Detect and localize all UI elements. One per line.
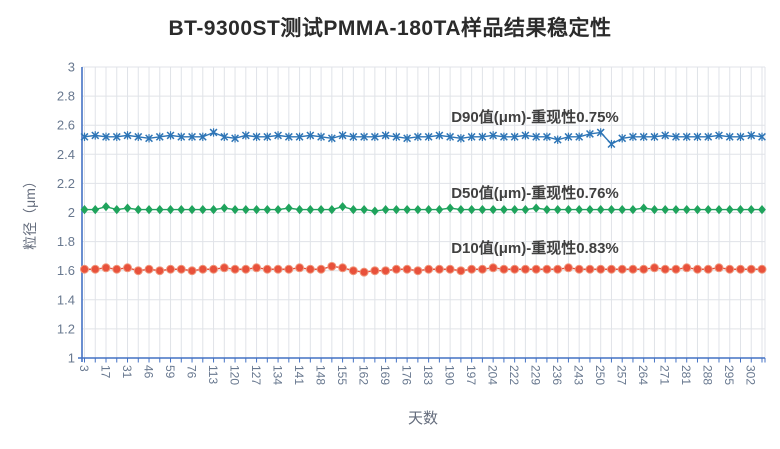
x-tick-label: 236 <box>550 365 564 385</box>
x-tick-label: 204 <box>486 365 500 385</box>
y-tick-label: 2.6 <box>57 118 75 133</box>
y-tick-label: 3 <box>68 60 75 75</box>
x-tick-label: 46 <box>142 365 156 379</box>
x-tick-label: 264 <box>636 365 650 385</box>
y-tick-label: 2.4 <box>57 147 75 162</box>
x-tick-label: 271 <box>658 365 672 385</box>
x-tick-label: 176 <box>400 365 414 385</box>
x-tick-label: 127 <box>249 365 263 385</box>
x-tick-label: 190 <box>443 365 457 385</box>
x-tick-label: 169 <box>378 365 392 385</box>
y-tick-label: 1 <box>68 351 75 366</box>
y-tick-label: 2.8 <box>57 89 75 104</box>
y-tick-label: 1.6 <box>57 263 75 278</box>
x-tick-label: 17 <box>99 365 113 379</box>
y-tick-label: 2.2 <box>57 176 75 191</box>
x-tick-label: 31 <box>120 365 134 379</box>
chart-title: BT-9300ST测试PMMA-180TA样品结果稳定性 <box>168 17 612 40</box>
x-tick-label: 59 <box>163 365 177 379</box>
x-tick-label: 257 <box>615 365 629 385</box>
x-tick-label: 76 <box>185 365 199 379</box>
y-tick-label: 2 <box>68 205 75 220</box>
x-tick-label: 243 <box>572 365 586 385</box>
x-tick-label: 141 <box>292 365 306 385</box>
series-d90 <box>80 128 766 149</box>
x-tick-label: 295 <box>722 365 736 385</box>
x-tick-label: 288 <box>701 365 715 385</box>
series-d10 <box>80 261 767 277</box>
series-annotation-d50: D50值(μm)-重现性0.76% <box>451 185 619 202</box>
x-tick-label: 134 <box>271 365 285 385</box>
x-tick-label: 281 <box>679 365 693 385</box>
y-axis-title: 粒径（μm） <box>22 174 38 250</box>
y-tick-labels: 3 2.8 2.6 2.4 2.2 2 1.8 1.6 1.4 1.2 1 <box>57 60 75 366</box>
x-tick-label: 148 <box>314 365 328 385</box>
x-tick-label: 113 <box>206 365 220 384</box>
y-tick-label: 1.4 <box>57 292 75 307</box>
x-tick-label: 197 <box>464 365 478 385</box>
x-axis-ticks <box>84 358 766 363</box>
y-tick-label: 1.8 <box>57 234 75 249</box>
x-tick-label: 3 <box>77 365 91 372</box>
x-tick-label: 120 <box>228 365 242 385</box>
x-tick-label: 162 <box>357 365 371 385</box>
x-axis-title: 天数 <box>407 410 438 427</box>
x-tick-labels: 3 17 31 46 59 76 113 120 127 134 141 148 155 162 169 17… <box>77 365 758 385</box>
series-annotation-d90: D90值(μm)-重现性0.75% <box>451 109 619 126</box>
series-d50 <box>80 202 766 216</box>
x-tick-label: 183 <box>421 365 435 385</box>
x-tick-label: 250 <box>593 365 607 385</box>
x-tick-label: 229 <box>529 365 543 385</box>
x-tick-label: 302 <box>744 365 758 385</box>
x-tick-label: 222 <box>507 365 521 385</box>
series-annotation-d10: D10值(μm)-重现性0.83% <box>451 240 619 257</box>
x-tick-label: 155 <box>335 365 349 385</box>
y-tick-label: 1.2 <box>57 321 75 336</box>
